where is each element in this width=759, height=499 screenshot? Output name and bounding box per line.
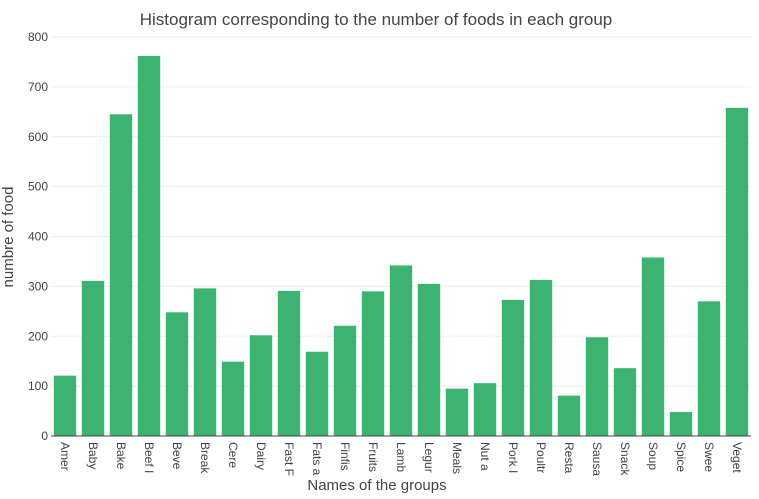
x-tick-label: Cere xyxy=(226,442,240,468)
bar[interactable] xyxy=(333,325,357,436)
y-tick-label: 0 xyxy=(41,429,48,443)
bars xyxy=(53,55,749,437)
bar[interactable] xyxy=(221,361,245,436)
y-tick-label: 800 xyxy=(28,30,48,44)
bar[interactable] xyxy=(697,301,721,436)
y-tick-label: 400 xyxy=(28,230,48,244)
bar[interactable] xyxy=(249,335,273,436)
bar[interactable] xyxy=(137,55,161,436)
y-axis-ticks: 0 100 200 300 400 500 600 700 800 xyxy=(28,30,48,443)
x-tick-label: Swee xyxy=(702,442,716,472)
x-tick-label: Resta xyxy=(562,442,576,474)
y-tick-label: 100 xyxy=(28,379,48,393)
x-axis-title: Names of the groups xyxy=(307,477,446,494)
bar[interactable] xyxy=(361,291,385,436)
bar[interactable] xyxy=(725,107,749,436)
x-tick-label: Soup xyxy=(646,442,660,470)
x-tick-label: Spice xyxy=(674,442,688,472)
x-tick-label: Lamb xyxy=(394,442,408,472)
bar[interactable] xyxy=(557,395,581,436)
bar[interactable] xyxy=(669,412,693,436)
x-axis-ticks: Amer Baby Bake Beef I Beve Break Cere Dairy Fast… xyxy=(58,442,744,476)
bar[interactable] xyxy=(277,290,301,436)
y-tick-label: 300 xyxy=(28,279,48,293)
x-tick-label: Finfis xyxy=(338,442,352,471)
x-tick-label: Veget xyxy=(730,442,744,473)
x-tick-label: Dairy xyxy=(254,442,268,470)
x-tick-label: Beef I xyxy=(142,442,156,473)
bar[interactable] xyxy=(529,279,553,436)
bar[interactable] xyxy=(389,265,413,436)
bar[interactable] xyxy=(473,383,497,436)
y-tick-label: 700 xyxy=(28,80,48,94)
x-tick-label: Sausa xyxy=(590,442,604,476)
y-tick-label: 200 xyxy=(28,329,48,343)
bar[interactable] xyxy=(81,280,105,436)
y-axis-title: numbre of food xyxy=(0,187,17,288)
x-tick-label: Fruits xyxy=(366,442,380,472)
bar[interactable] xyxy=(305,351,329,436)
y-tick-label: 500 xyxy=(28,180,48,194)
x-tick-label: Meals xyxy=(450,442,464,474)
bar[interactable] xyxy=(641,257,665,436)
bar[interactable] xyxy=(53,375,77,436)
x-tick-label: Break xyxy=(198,442,212,474)
x-tick-label: Beve xyxy=(170,442,184,470)
y-tick-label: 600 xyxy=(28,130,48,144)
x-tick-label: Pork I xyxy=(506,442,520,473)
bar[interactable] xyxy=(445,388,469,436)
x-tick-label: Legur xyxy=(422,442,436,473)
bar[interactable] xyxy=(193,288,217,436)
bar[interactable] xyxy=(417,283,441,436)
x-tick-label: Fats a xyxy=(310,442,324,476)
bar[interactable] xyxy=(613,368,637,436)
bar[interactable] xyxy=(165,312,189,436)
x-tick-label: Snack xyxy=(618,442,632,476)
bar[interactable] xyxy=(109,114,133,437)
x-tick-label: Fast F xyxy=(282,442,296,476)
x-tick-label: Bake xyxy=(114,442,128,470)
bar[interactable] xyxy=(501,299,525,436)
bar[interactable] xyxy=(585,337,609,436)
x-tick-label: Poultr xyxy=(534,442,548,473)
x-tick-label: Amer xyxy=(58,442,72,471)
chart-title: Histogram corresponding to the number of… xyxy=(140,10,613,29)
x-tick-label: Nut a xyxy=(478,442,492,471)
x-tick-label: Baby xyxy=(86,442,100,469)
